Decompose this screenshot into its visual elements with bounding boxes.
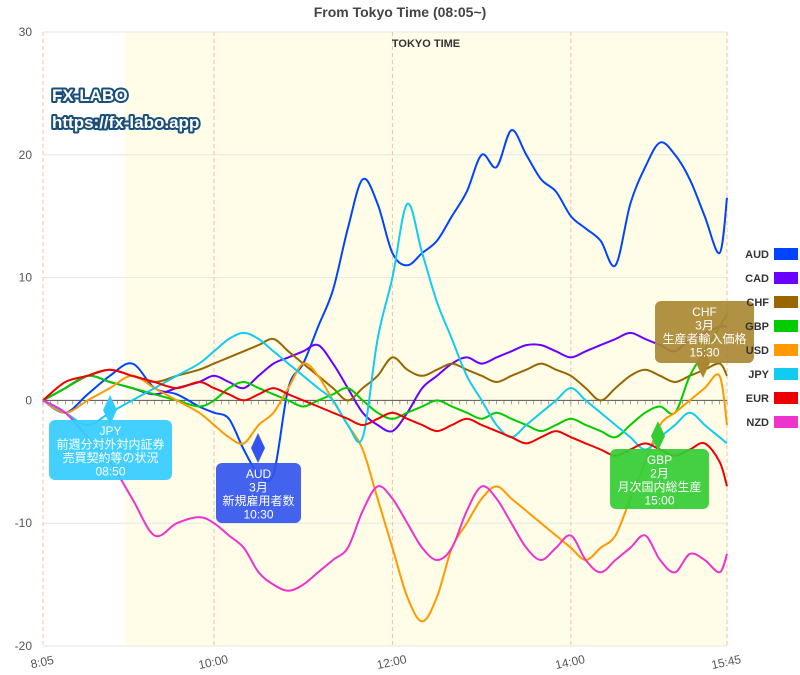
session-label: TOKYO TIME <box>392 38 460 50</box>
legend-swatch <box>774 272 798 284</box>
legend-swatch <box>774 416 798 428</box>
legend-label: AUD <box>745 249 769 261</box>
x-tick-label: 12:00 <box>375 652 408 672</box>
y-tick-label: -20 <box>15 639 33 653</box>
x-tick-label: 15:45 <box>710 652 743 672</box>
event-time: 15:00 <box>644 494 674 508</box>
series-line-nzd <box>42 399 728 592</box>
series-line-chf <box>42 337 728 402</box>
y-tick-label: -10 <box>15 516 33 530</box>
series-line-aud <box>42 129 728 483</box>
brand-name: FX-LABO <box>52 86 128 105</box>
event-label-box <box>49 420 172 480</box>
legend-label: CAD <box>745 273 769 285</box>
legend-swatch <box>774 296 798 308</box>
event-detail-2: 生産者輸入価格 <box>662 331 746 346</box>
y-tick-label: 10 <box>19 271 33 285</box>
event-detail-2: 月次国内総生産 <box>617 479 701 494</box>
y-tick-label: 20 <box>19 148 33 162</box>
y-tick-label: 30 <box>19 25 33 39</box>
y-tick-label: 0 <box>25 393 32 407</box>
event-currency: AUD <box>246 467 272 481</box>
series-line-gbp <box>42 313 728 439</box>
event-currency: CHF <box>692 305 717 319</box>
event-detail-1: 2月 <box>650 467 669 481</box>
legend-label: GBP <box>745 321 769 333</box>
legend-swatch <box>774 344 798 356</box>
event-label-box <box>655 301 754 363</box>
legend-swatch <box>774 368 798 380</box>
event-detail-1: 3月 <box>249 481 268 495</box>
event-marker <box>651 421 665 451</box>
event-currency: JPY <box>99 424 121 438</box>
legend-label: USD <box>746 345 769 357</box>
event-time: 15:30 <box>689 346 719 360</box>
legend-swatch <box>774 248 798 260</box>
brand-url: https://fx-labo.app <box>52 113 199 132</box>
legend-item-eur[interactable]: EUR <box>746 392 798 405</box>
event-time: 10:30 <box>243 508 273 522</box>
x-tick-label: 8:05 <box>29 653 55 672</box>
x-tick-label: 10:00 <box>197 652 230 672</box>
event-label-box <box>610 449 709 509</box>
event-label-box <box>216 463 301 523</box>
legend-label: JPY <box>748 369 769 381</box>
series-line-jpy <box>42 202 728 451</box>
legend-item-gbp[interactable]: GBP <box>745 320 798 333</box>
event-detail-2: 売買契約等の状況 <box>62 450 158 465</box>
event-detail-2: 新規雇用者数 <box>222 493 294 508</box>
legend-item-chf[interactable]: CHF <box>746 296 798 309</box>
event-time: 08:50 <box>95 465 125 479</box>
x-tick-label: 14:00 <box>554 652 587 672</box>
session-band <box>124 32 728 646</box>
legend-label: CHF <box>746 297 769 309</box>
legend-item-cad[interactable]: CAD <box>745 272 798 285</box>
legend-swatch <box>774 392 798 404</box>
event-marker <box>251 433 265 463</box>
legend-swatch <box>774 320 798 332</box>
legend-item-aud[interactable]: AUD <box>745 248 798 261</box>
legend-label: NZD <box>746 417 769 429</box>
event-marker <box>103 395 117 425</box>
event-currency: GBP <box>647 453 672 467</box>
legend-label: EUR <box>746 393 769 405</box>
event-detail-1: 前週分対外対内証券 <box>56 437 164 452</box>
legend-item-nzd[interactable]: NZD <box>746 416 798 429</box>
legend-item-usd[interactable]: USD <box>746 344 798 357</box>
legend-item-jpy[interactable]: JPY <box>748 368 798 381</box>
event-detail-1: 3月 <box>695 319 714 333</box>
chart-title: From Tokyo Time (08:05~) <box>314 4 487 20</box>
